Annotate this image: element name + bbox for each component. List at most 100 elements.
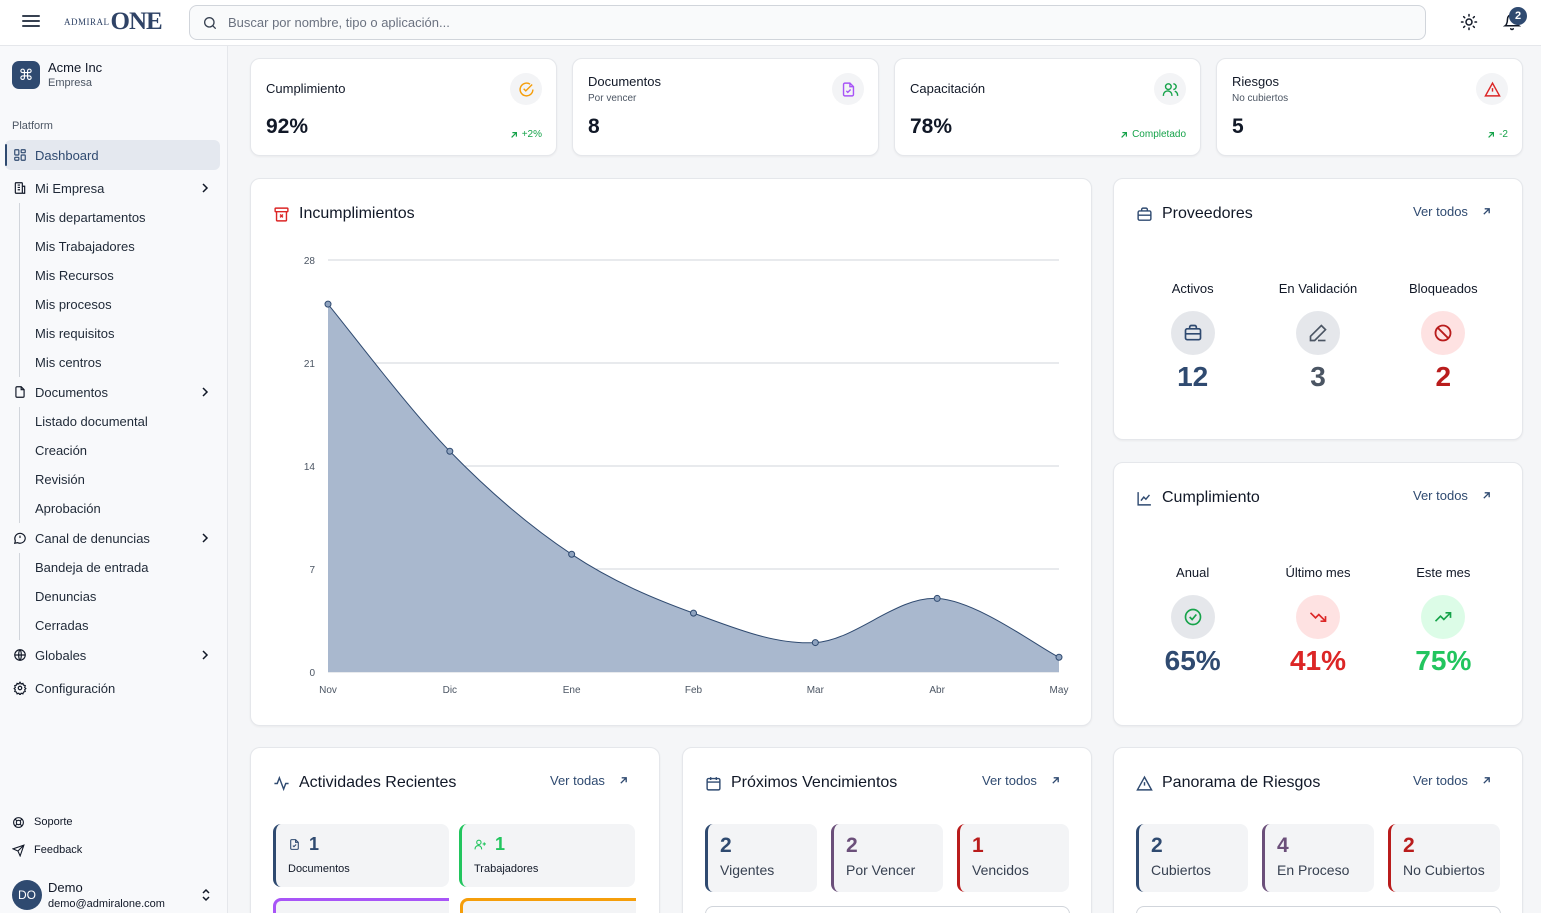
activity-documentos[interactable]: 1 Documentos bbox=[273, 824, 449, 887]
card-title-text: Proveedores bbox=[1162, 205, 1253, 222]
arrow-up-right-icon bbox=[1488, 131, 1495, 138]
alert-triangle-icon bbox=[1136, 775, 1153, 791]
vencimientos-card: Próximos Vencimientos Ver todos 2 Vigent… bbox=[682, 747, 1092, 913]
cumplimiento-card: Cumplimiento Ver todos Anual 65% Último … bbox=[1113, 462, 1523, 726]
see-all-link[interactable]: Ver todos bbox=[1413, 773, 1491, 788]
sidebar-item-documentos[interactable]: Documentos bbox=[5, 377, 220, 407]
briefcase-icon bbox=[1137, 206, 1152, 221]
y-tick-label: 7 bbox=[309, 565, 315, 576]
sidebar-subitem[interactable]: Aprobación bbox=[35, 501, 101, 516]
riesgo-en-proceso[interactable]: 4 En Proceso bbox=[1262, 824, 1374, 892]
data-point bbox=[933, 594, 941, 602]
riesgos-card: Panorama de Riesgos Ver todos 2 Cubierto… bbox=[1113, 747, 1523, 913]
see-all-link[interactable]: Ver todos bbox=[1413, 488, 1491, 503]
actividades-card: Actividades Recientes Ver todas 1 Docume… bbox=[250, 747, 660, 913]
card-title: Actividades Recientes bbox=[273, 774, 456, 792]
stat-card-documentos: Documentos Por vencer 8 bbox=[572, 58, 879, 156]
globe-icon bbox=[14, 649, 26, 661]
sidebar-subitem[interactable]: Mis Trabajadores bbox=[35, 239, 135, 254]
metric-value: 12 bbox=[1177, 361, 1209, 392]
sidebar-item-mi-empresa[interactable]: Mi Empresa bbox=[5, 173, 220, 203]
calendar-icon bbox=[706, 776, 721, 791]
activity-trabajadores[interactable]: 1 Trabajadores bbox=[459, 824, 635, 887]
see-all-link[interactable]: Ver todos bbox=[1413, 204, 1491, 219]
see-all-link[interactable]: Ver todas bbox=[550, 773, 628, 788]
sidebar-item-canal-denuncias[interactable]: Canal de denuncias bbox=[5, 523, 220, 553]
logo-text-big: ONE bbox=[110, 8, 163, 35]
line-chart-icon bbox=[1137, 491, 1151, 506]
card-title-text: Próximos Vencimientos bbox=[731, 774, 898, 791]
message-circle-icon bbox=[13, 532, 26, 545]
riesgo-value: 2 bbox=[1403, 834, 1415, 857]
sidebar-item-globales[interactable]: Globales bbox=[5, 640, 220, 670]
card-title-text: Actividades Recientes bbox=[299, 774, 457, 791]
riesgo-no-cubiertos[interactable]: 2 No Cubiertos bbox=[1388, 824, 1500, 892]
vencimiento-por-vencer[interactable]: 2 Por Vencer bbox=[831, 824, 943, 892]
metric-label: Activos bbox=[1171, 281, 1214, 296]
riesgo-label: Cubiertos bbox=[1151, 862, 1211, 878]
stat-card-cumplimiento: Cumplimiento 92% +2% bbox=[250, 58, 557, 156]
vencimiento-value: 2 bbox=[720, 834, 732, 857]
metric-value: 65% bbox=[1164, 645, 1221, 676]
actividades-grid: 1 Documentos 1 Trabajadores bbox=[273, 824, 635, 887]
data-point bbox=[690, 609, 697, 617]
see-all-text: Ver todos bbox=[1413, 204, 1468, 219]
metric-icon bbox=[1170, 595, 1215, 639]
sidebar-subitem[interactable]: Mis procesos bbox=[35, 297, 112, 312]
metric-value: 2 bbox=[1435, 361, 1452, 392]
card-title-text: Incumplimientos bbox=[299, 205, 415, 222]
metric-activos[interactable]: Activos 12 bbox=[1130, 281, 1255, 393]
vencimiento-label: Vencidos bbox=[972, 862, 1029, 878]
chevrons-up-down-icon bbox=[202, 888, 210, 902]
sidebar-item-dashboard[interactable]: Dashboard bbox=[5, 140, 220, 170]
stat-icon bbox=[832, 73, 864, 105]
feedback-link[interactable]: Feedback bbox=[12, 836, 82, 864]
activity-value: 1 bbox=[495, 834, 506, 854]
sidebar-subitem[interactable]: Cerradas bbox=[35, 618, 89, 633]
sidebar-item-configuracion[interactable]: Configuración bbox=[5, 673, 220, 703]
see-all-link[interactable]: Ver todos bbox=[982, 773, 1060, 788]
sidebar-subitem[interactable]: Listado documental bbox=[35, 414, 148, 429]
incumplimientos-card: Incumplimientos 0 7 14 21 28 Nov Dic Ene Feb Mar A… bbox=[250, 178, 1092, 726]
gear-icon bbox=[13, 681, 27, 695]
org-switcher[interactable]: ⌘ Acme Inc Empresa bbox=[12, 60, 102, 89]
app-logo[interactable]: ADMIRAL ONE bbox=[64, 8, 163, 36]
metric-en-validacion[interactable]: En Validación 3 bbox=[1255, 281, 1380, 393]
soporte-link[interactable]: Soporte bbox=[12, 808, 82, 836]
sidebar-subitem[interactable]: Denuncias bbox=[35, 589, 97, 604]
list-item-partial bbox=[705, 906, 1070, 913]
sidebar-bottom-links: Soporte Feedback bbox=[12, 808, 82, 864]
riesgo-cubiertos[interactable]: 2 Cubiertos bbox=[1136, 824, 1248, 892]
see-all-text: Ver todos bbox=[982, 773, 1037, 788]
vencimiento-vencidos[interactable]: 1 Vencidos bbox=[957, 824, 1069, 892]
metric-value: 3 bbox=[1310, 361, 1326, 392]
x-tick-label: Ene bbox=[563, 685, 581, 696]
sidebar-subitem[interactable]: Mis requisitos bbox=[35, 326, 115, 341]
sidebar-subitem[interactable]: Bandeja de entrada bbox=[35, 560, 149, 575]
menu-icon[interactable] bbox=[22, 12, 40, 30]
sidebar-subitem[interactable]: Mis centros bbox=[35, 355, 102, 370]
layout-grid-icon bbox=[14, 149, 26, 161]
metric-anual[interactable]: Anual 65% bbox=[1130, 565, 1255, 677]
users-icon bbox=[1162, 82, 1178, 96]
metric-ultimo-mes[interactable]: Último mes 41% bbox=[1255, 565, 1380, 677]
y-tick-label: 21 bbox=[304, 359, 316, 370]
trending-up-icon bbox=[1435, 612, 1452, 622]
sidebar-subitem[interactable]: Mis Recursos bbox=[35, 268, 114, 283]
metric-label: Bloqueados bbox=[1408, 281, 1478, 296]
vencimiento-vigentes[interactable]: 2 Vigentes bbox=[705, 824, 817, 892]
metric-bloqueados[interactable]: Bloqueados 2 bbox=[1381, 281, 1506, 393]
card-title: Incumplimientos bbox=[273, 205, 415, 223]
pencil-icon bbox=[1309, 324, 1327, 342]
sidebar-subitem[interactable]: Creación bbox=[35, 443, 88, 458]
user-menu[interactable]: DO Demo demo@admiralone.com bbox=[12, 880, 217, 910]
arrow-up-right-icon bbox=[1483, 492, 1490, 499]
x-tick-label: Abr bbox=[929, 685, 945, 696]
sidebar-subitem[interactable]: Revisión bbox=[35, 472, 85, 487]
sidebar-subitem[interactable]: Mis departamentos bbox=[35, 210, 146, 225]
search-bar[interactable] bbox=[189, 5, 1426, 40]
sun-icon[interactable] bbox=[1460, 13, 1478, 31]
search-input[interactable] bbox=[228, 15, 1378, 30]
stat-trend-text: -2 bbox=[1499, 129, 1508, 140]
metric-este-mes[interactable]: Este mes 75% bbox=[1381, 565, 1506, 677]
